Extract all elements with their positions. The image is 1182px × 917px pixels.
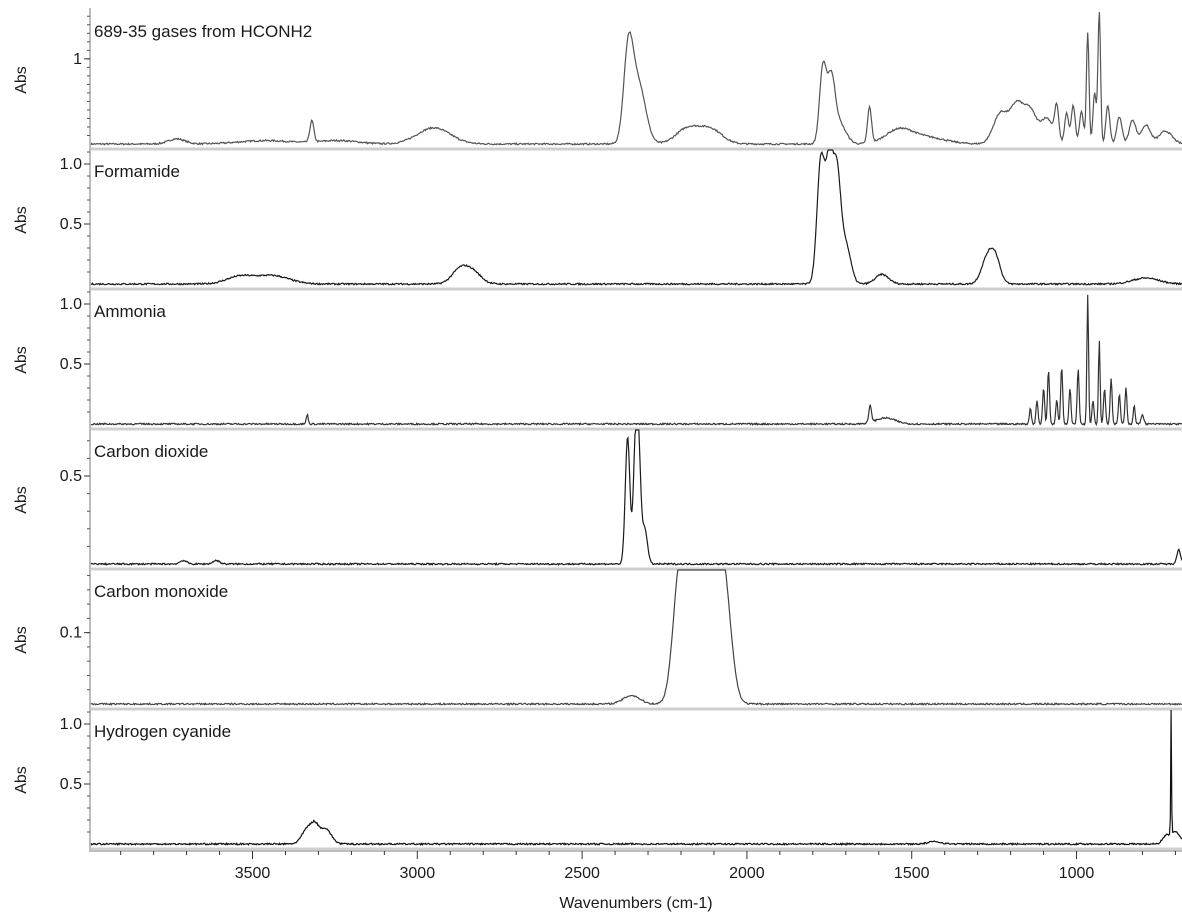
x-tick-label: 3000	[400, 865, 436, 882]
y-axis-label: Abs	[13, 626, 30, 654]
spectrum-line	[90, 294, 1182, 427]
y-tick-label: 1.0	[60, 716, 82, 733]
y-axis-label: Abs	[13, 766, 30, 794]
spectrum-line	[90, 709, 1182, 847]
y-axis-label: Abs	[13, 206, 30, 234]
y-axis-label: Abs	[13, 66, 30, 94]
y-axis-label: Abs	[13, 346, 30, 374]
y-tick-label: 1	[73, 51, 82, 68]
panel-title: Ammonia	[94, 302, 166, 321]
panel-title: Hydrogen cyanide	[94, 722, 231, 741]
panel-title: Formamide	[94, 162, 180, 181]
panel-title: 689-35 gases from HCONH2	[94, 22, 312, 41]
y-tick-label: 0.1	[60, 625, 82, 642]
spectrum-line	[90, 149, 1182, 287]
spectrum-line	[90, 429, 1182, 566]
y-tick-label: 0.5	[60, 356, 82, 373]
x-tick-label: 2000	[729, 865, 765, 882]
y-axis-label: Abs	[13, 486, 30, 514]
y-tick-label: 0.5	[60, 216, 82, 233]
spectrum-line	[90, 11, 1182, 146]
x-axis-label: Wavenumbers (cm-1)	[559, 895, 712, 912]
x-tick-label: 1000	[1059, 865, 1095, 882]
y-tick-label: 1.0	[60, 296, 82, 313]
panel-title: Carbon dioxide	[94, 442, 208, 461]
x-tick-label: 1500	[894, 865, 930, 882]
x-tick-label: 2500	[564, 865, 600, 882]
y-tick-label: 1.0	[60, 156, 82, 173]
x-tick-label: 3500	[235, 865, 271, 882]
panel-title: Carbon monoxide	[94, 582, 228, 601]
y-tick-label: 0.5	[60, 776, 82, 793]
spectrum-line	[90, 569, 1182, 706]
y-tick-label: 0.5	[60, 468, 82, 485]
